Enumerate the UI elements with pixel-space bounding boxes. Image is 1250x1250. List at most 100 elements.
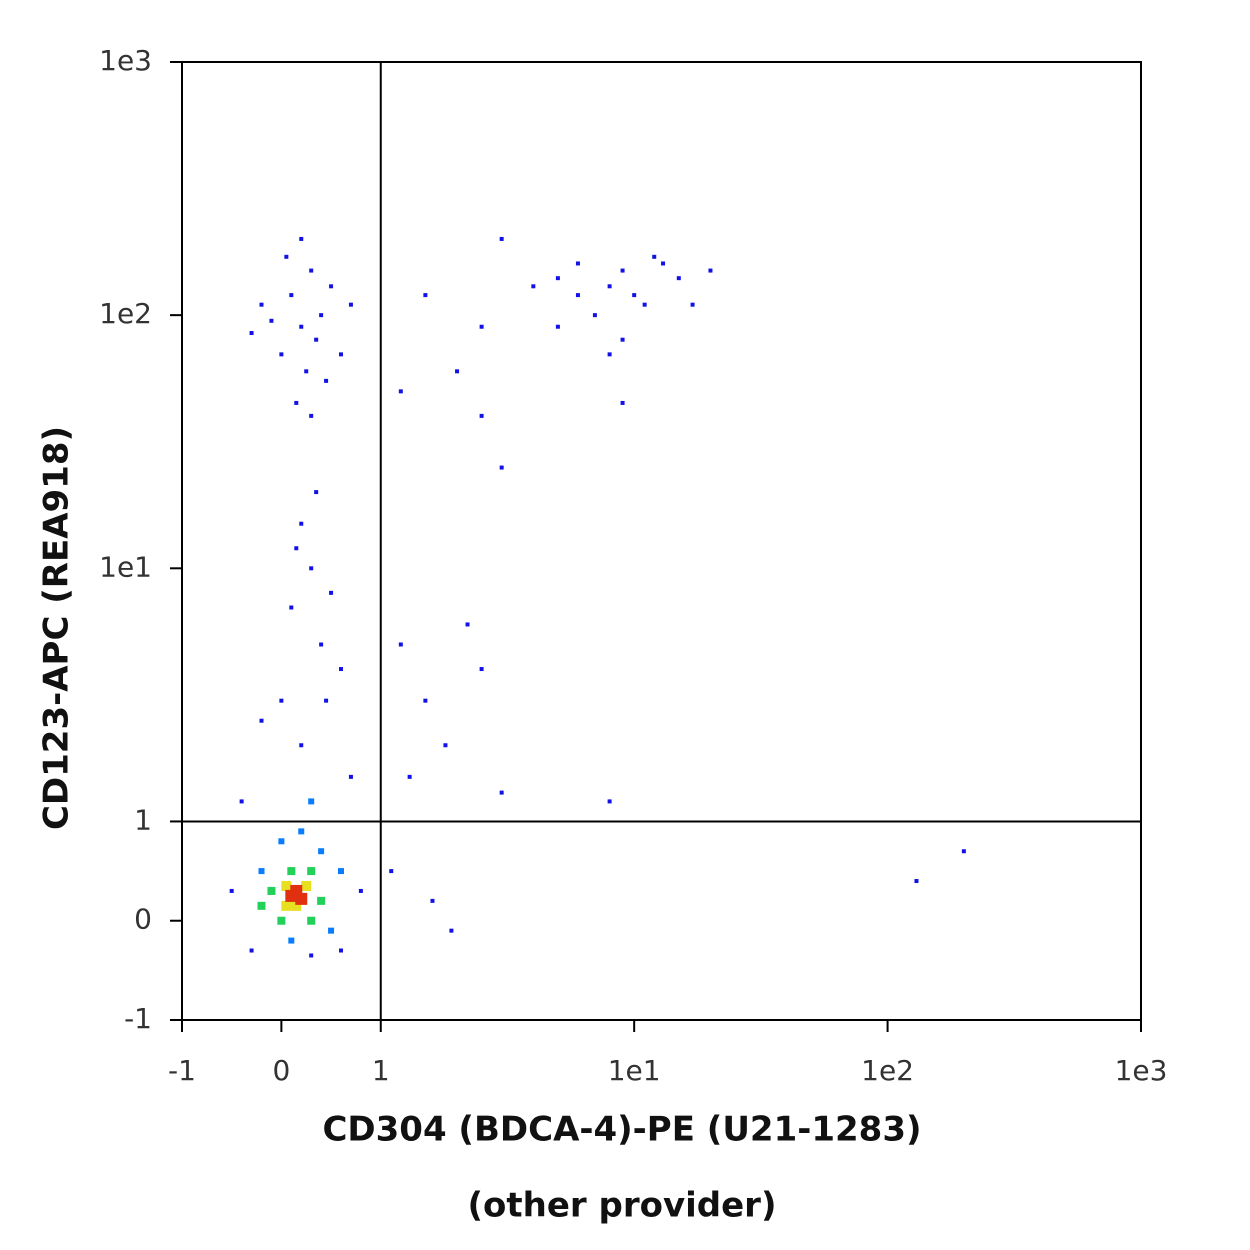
data-point bbox=[309, 268, 314, 273]
data-point bbox=[407, 774, 412, 779]
data-point bbox=[329, 284, 334, 289]
data-point bbox=[278, 838, 285, 845]
data-point bbox=[281, 880, 292, 891]
data-point bbox=[289, 605, 294, 610]
data-point bbox=[358, 888, 363, 893]
data-point bbox=[652, 254, 657, 259]
data-point bbox=[607, 284, 612, 289]
data-point bbox=[284, 254, 289, 259]
data-point bbox=[291, 900, 302, 911]
data-point bbox=[319, 642, 324, 647]
x-axis-subtitle: (other provider) bbox=[467, 1186, 776, 1226]
data-point bbox=[259, 302, 264, 307]
data-point bbox=[661, 261, 666, 266]
data-point bbox=[620, 268, 625, 273]
data-point bbox=[479, 667, 484, 672]
y-tick-label: 0 bbox=[134, 903, 152, 936]
data-point bbox=[708, 268, 713, 273]
data-point bbox=[676, 276, 681, 281]
data-point bbox=[449, 928, 454, 933]
data-point bbox=[620, 337, 625, 342]
data-point bbox=[307, 916, 316, 925]
data-point bbox=[398, 642, 403, 647]
data-point bbox=[348, 302, 353, 307]
data-point bbox=[317, 896, 326, 905]
data-point bbox=[465, 622, 470, 627]
data-point bbox=[499, 465, 504, 470]
data-point bbox=[249, 948, 254, 953]
data-point bbox=[328, 927, 335, 934]
data-point bbox=[324, 698, 329, 703]
data-point bbox=[339, 352, 344, 357]
y-tick-label: 1e1 bbox=[99, 550, 152, 583]
data-point bbox=[319, 313, 324, 318]
data-point bbox=[499, 790, 504, 795]
data-point bbox=[229, 888, 234, 893]
data-point bbox=[279, 698, 284, 703]
data-point bbox=[294, 400, 299, 405]
data-point bbox=[288, 937, 295, 944]
data-point bbox=[329, 590, 334, 595]
data-point bbox=[479, 324, 484, 329]
data-point bbox=[314, 337, 319, 342]
x-tick-label: -1 bbox=[168, 1054, 196, 1087]
data-point bbox=[430, 898, 435, 903]
data-point bbox=[298, 828, 305, 835]
data-point bbox=[499, 236, 504, 241]
data-point bbox=[389, 869, 394, 874]
data-point bbox=[592, 313, 597, 318]
data-point bbox=[423, 293, 428, 298]
data-point bbox=[267, 886, 276, 895]
data-point bbox=[314, 490, 319, 495]
data-point bbox=[249, 331, 254, 336]
data-point bbox=[258, 868, 265, 875]
data-point bbox=[309, 953, 314, 958]
x-tick-label: 0 bbox=[272, 1054, 290, 1087]
data-point bbox=[324, 378, 329, 383]
data-point bbox=[299, 324, 304, 329]
data-point bbox=[289, 293, 294, 298]
data-point bbox=[277, 916, 286, 925]
data-point bbox=[443, 743, 448, 748]
data-point bbox=[339, 948, 344, 953]
data-point bbox=[423, 698, 428, 703]
data-point bbox=[309, 566, 314, 571]
x-tick-label: 1e2 bbox=[861, 1054, 914, 1087]
data-point bbox=[398, 389, 403, 394]
data-point bbox=[308, 798, 315, 805]
data-point bbox=[257, 901, 266, 910]
data-point bbox=[555, 324, 560, 329]
data-point bbox=[575, 293, 580, 298]
data-point bbox=[348, 774, 353, 779]
data-point bbox=[318, 848, 325, 855]
data-point bbox=[309, 413, 314, 418]
data-point bbox=[279, 352, 284, 357]
y-axis-title: CD123-APC (REA918) bbox=[37, 426, 77, 830]
y-tick-label: 1e3 bbox=[99, 44, 152, 77]
data-point bbox=[304, 369, 309, 374]
data-point bbox=[299, 236, 304, 241]
data-point bbox=[339, 667, 344, 672]
data-point bbox=[690, 302, 695, 307]
data-point bbox=[281, 900, 292, 911]
data-point bbox=[295, 892, 308, 905]
data-point bbox=[479, 413, 484, 418]
data-point bbox=[287, 867, 296, 876]
y-tick-label: -1 bbox=[124, 1002, 152, 1035]
data-point bbox=[607, 352, 612, 357]
data-point bbox=[259, 718, 264, 723]
data-point bbox=[239, 799, 244, 804]
data-point bbox=[307, 867, 316, 876]
y-tick-label: 1e2 bbox=[99, 297, 152, 330]
data-point bbox=[607, 799, 612, 804]
data-point bbox=[294, 546, 299, 551]
data-point bbox=[299, 521, 304, 526]
data-point bbox=[269, 318, 274, 323]
data-point bbox=[642, 302, 647, 307]
data-point bbox=[338, 868, 345, 875]
data-point bbox=[914, 879, 919, 884]
x-tick-label: 1e1 bbox=[608, 1054, 661, 1087]
x-tick-label: 1e3 bbox=[1115, 1054, 1168, 1087]
data-point bbox=[301, 880, 312, 891]
